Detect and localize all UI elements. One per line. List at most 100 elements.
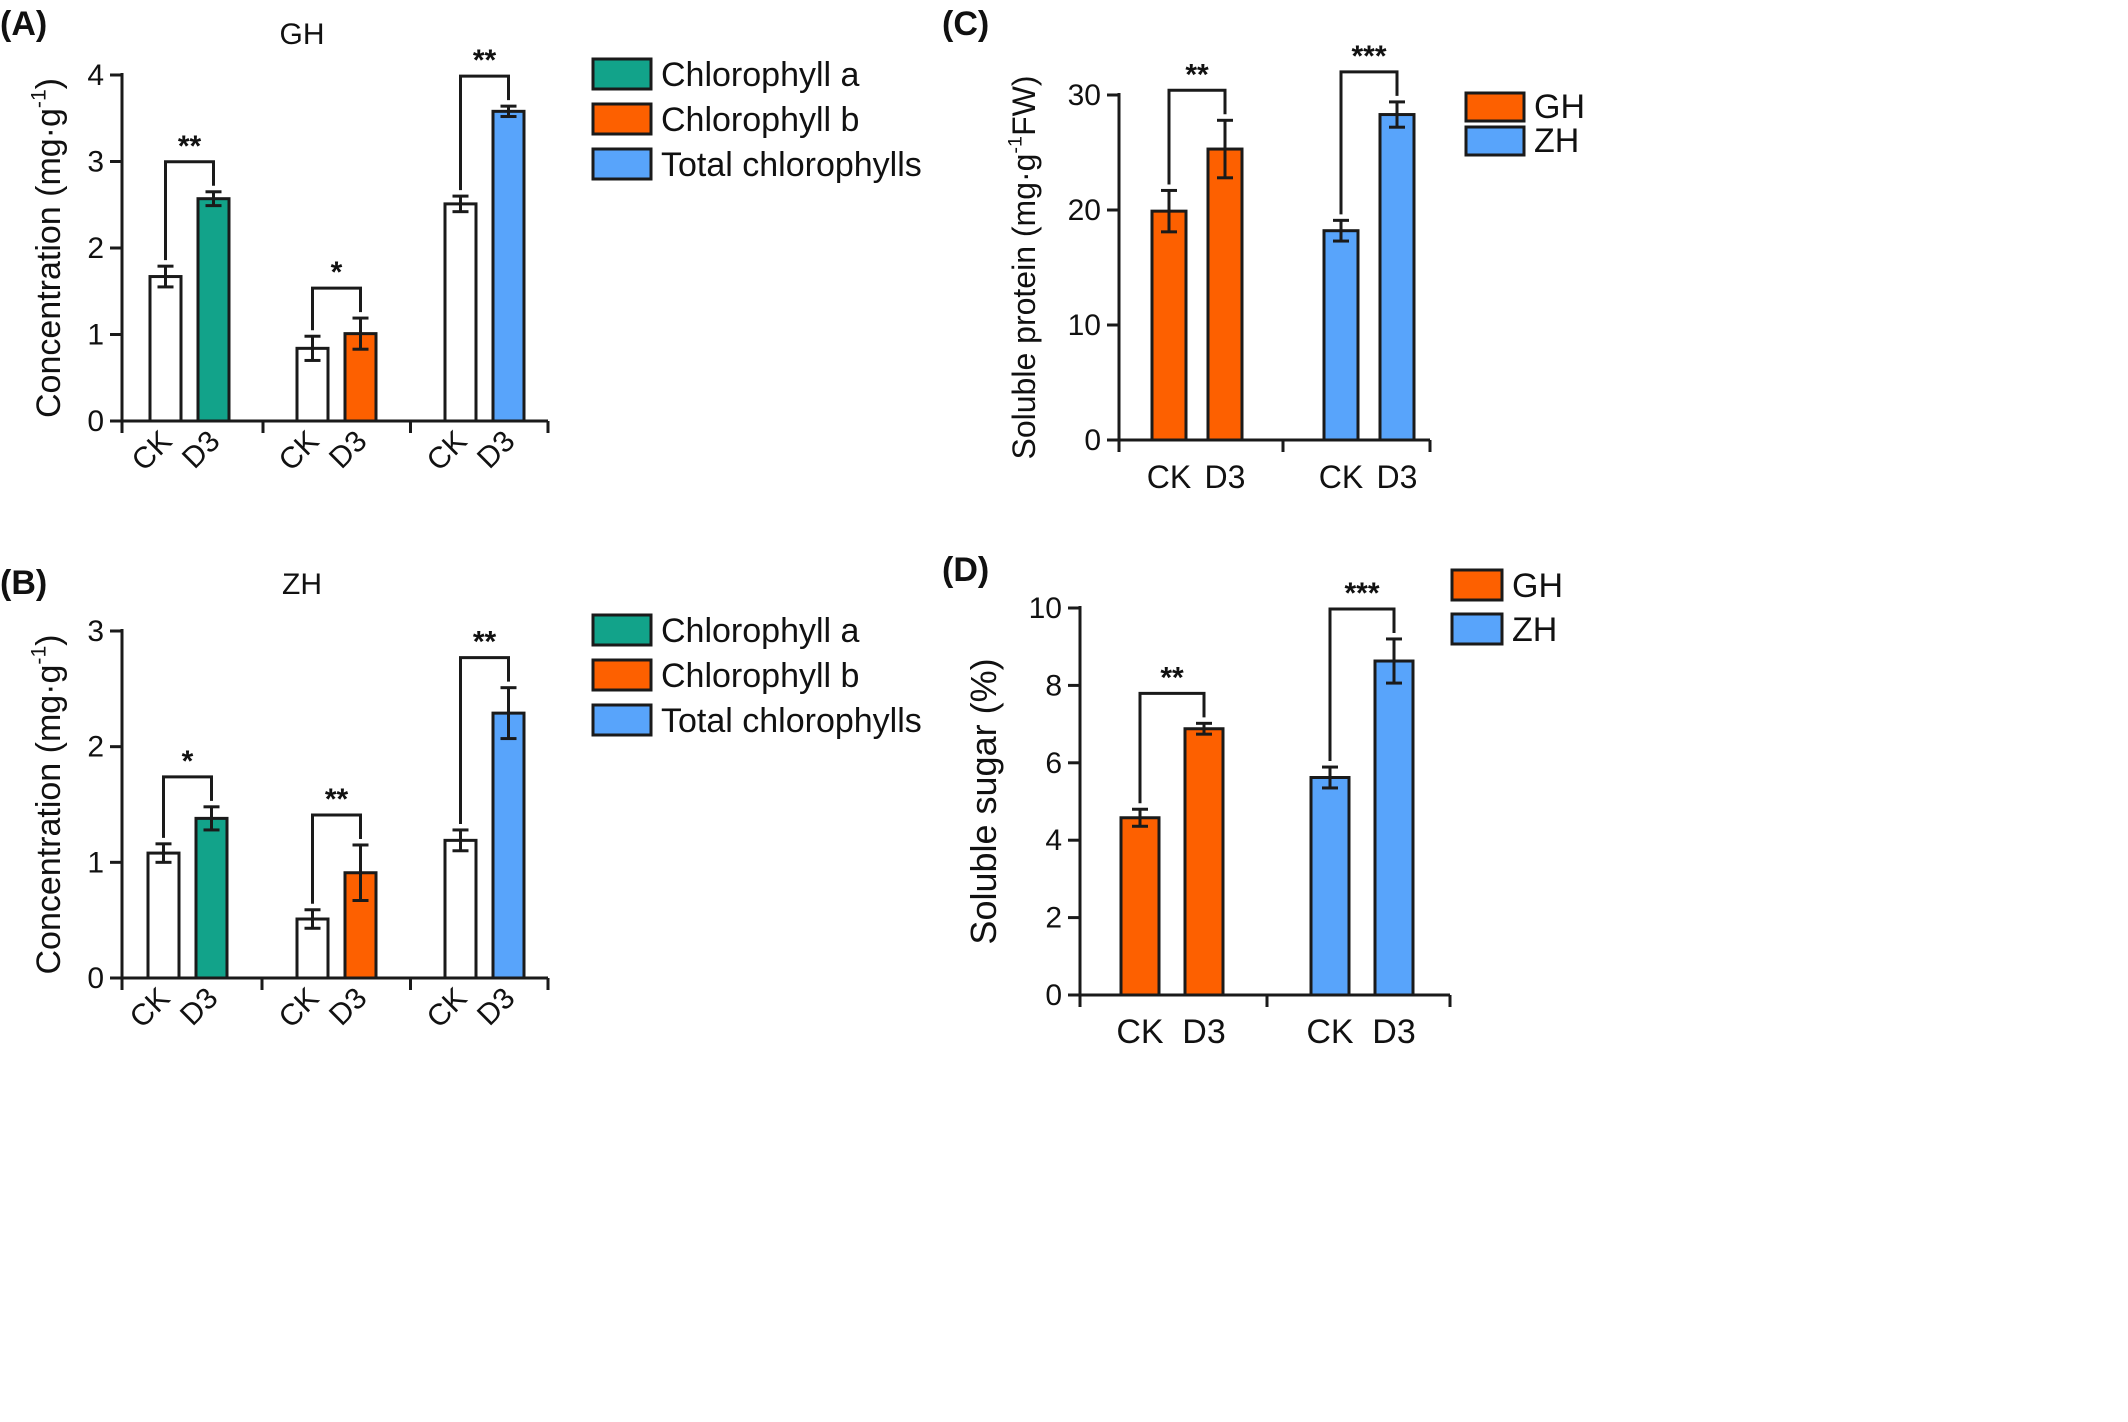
y-tick-label: 3 <box>87 146 104 179</box>
bar <box>1373 659 1415 997</box>
significance-label: ** <box>1160 661 1184 694</box>
legend: Chlorophyll a Chlorophyll b Total chloroph… <box>591 56 922 184</box>
bar-group: CK D3 ** <box>1116 661 1225 1051</box>
bar-group: CK D3 ** <box>1147 58 1246 495</box>
x-tick-label: CK <box>421 982 474 1035</box>
legend: GH ZH <box>1450 567 1563 649</box>
y-tick-label: 2 <box>87 731 104 764</box>
y-axis-label: Soluble protein (mg·g-1FW) <box>1005 76 1042 460</box>
x-tick-label: CK <box>273 425 326 478</box>
bar <box>1183 727 1225 997</box>
y-tick-label: 2 <box>1045 902 1062 935</box>
significance-bracket <box>1339 70 1399 215</box>
x-tick-label: D3 <box>1377 459 1418 495</box>
chart-title: GH <box>280 18 325 51</box>
y-tick-label: 20 <box>1068 194 1101 227</box>
bar <box>1150 209 1188 442</box>
legend-label: Chlorophyll b <box>661 101 859 139</box>
y-tick-label: 1 <box>87 319 104 352</box>
x-tick-label: D3 <box>174 982 224 1032</box>
bar <box>491 711 526 980</box>
significance-bracket <box>311 286 362 331</box>
significance-label: * <box>331 256 343 289</box>
y-tick-label: 4 <box>87 59 104 92</box>
significance-bracket <box>1138 691 1206 804</box>
legend-swatch <box>591 658 653 692</box>
legend-label: GH <box>1512 567 1563 605</box>
y-tick-label: 10 <box>1068 309 1101 342</box>
x-tick-label: D3 <box>1182 1013 1225 1051</box>
significance-label: ** <box>473 44 497 77</box>
x-tick-label: D3 <box>1205 459 1246 495</box>
y-tick-label: 1 <box>87 846 104 879</box>
bar <box>146 851 181 980</box>
x-tick-label: CK <box>421 425 474 478</box>
panel-label: (A) <box>0 5 47 43</box>
legend-swatch <box>591 613 653 647</box>
y-tick-label: 30 <box>1068 79 1101 112</box>
x-tick-label: D3 <box>323 425 373 475</box>
x-tick-label: D3 <box>471 425 521 475</box>
bar <box>194 816 229 980</box>
legend-label: Chlorophyll a <box>661 612 860 650</box>
significance-label: ** <box>473 626 497 659</box>
legend-swatch <box>1450 568 1504 602</box>
significance-bracket <box>311 813 362 904</box>
x-tick-label: CK <box>1147 459 1191 495</box>
x-tick-label: CK <box>1116 1013 1164 1051</box>
significance-bracket <box>459 74 510 191</box>
x-tick-label: CK <box>1319 459 1363 495</box>
significance-bracket <box>1328 607 1396 762</box>
legend-swatch <box>591 703 653 737</box>
y-tick-label: 2 <box>87 232 104 265</box>
bar <box>1322 229 1360 442</box>
bar-group: CK D3 *** <box>1306 577 1415 1051</box>
significance-label: ** <box>325 783 349 816</box>
panel-d: (D) 0 2 4 6 8 10 Soluble sugar (%) CK D3 ** CK D3 ***… <box>942 551 1563 1051</box>
y-axis-label: Concentration (mg·g-1) <box>28 78 68 418</box>
panel-label: (C) <box>942 5 989 43</box>
y-tick-label: 4 <box>1045 824 1062 857</box>
x-tick-label: CK <box>1306 1013 1354 1051</box>
y-tick-label: 0 <box>1084 424 1101 457</box>
x-tick-label: D3 <box>1372 1013 1415 1051</box>
legend-swatch <box>1450 612 1504 646</box>
legend-label: GH <box>1534 88 1585 126</box>
significance-bracket <box>459 656 510 824</box>
y-tick-label: 0 <box>87 962 104 995</box>
x-tick-label: CK <box>126 425 179 478</box>
bar <box>148 275 183 423</box>
legend-label: Chlorophyll a <box>661 56 860 94</box>
y-tick-label: 8 <box>1045 669 1062 702</box>
bar <box>1206 147 1244 442</box>
bar-group: CK D3 *** <box>1319 40 1418 495</box>
y-axis-label: Soluble sugar (%) <box>963 658 1004 944</box>
legend-swatch <box>1464 91 1526 123</box>
y-axis-label: Concentration (mg·g-1) <box>28 635 68 975</box>
legend: Chlorophyll a Chlorophyll b Total chloroph… <box>591 612 922 740</box>
x-tick-label: CK <box>124 982 177 1035</box>
legend-label: ZH <box>1534 122 1579 160</box>
legend-label: Total chlorophylls <box>661 702 922 740</box>
legend-swatch <box>1464 125 1526 157</box>
y-tick-label: 0 <box>1045 979 1062 1012</box>
x-tick-label: CK <box>273 982 326 1035</box>
significance-bracket <box>162 775 213 838</box>
panel-c: (C) 0 10 20 30 Soluble protein (mg·g-1FW) CK D3… <box>942 5 1585 495</box>
significance-label: * <box>182 745 194 778</box>
significance-label: ** <box>1185 58 1209 91</box>
bar <box>491 109 526 423</box>
bar <box>443 838 478 980</box>
legend-swatch <box>591 102 653 136</box>
legend-label: ZH <box>1512 611 1557 649</box>
y-tick-label: 10 <box>1029 592 1062 625</box>
